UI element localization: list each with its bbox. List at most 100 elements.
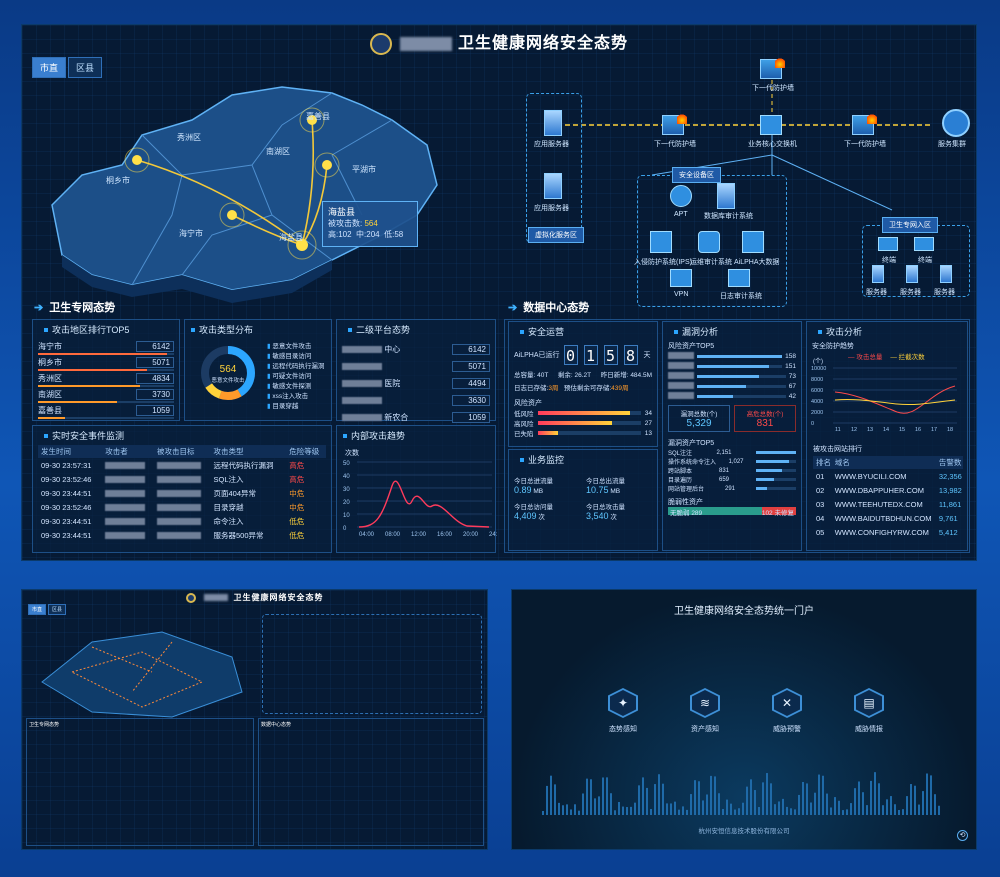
risk-row: 高风险 27 <box>514 418 652 429</box>
site-row[interactable]: 05 WWW.CONFIGHYRW.COM 5,412 <box>813 525 963 539</box>
event-attacker <box>102 500 154 514</box>
deco-bar <box>570 809 572 815</box>
panel-title: 内部攻击趋势 <box>337 426 495 445</box>
popup-city: 海盐县 <box>328 207 356 217</box>
top5-value: 67 <box>788 382 796 390</box>
event-time: 09-30 23:44:51 <box>41 516 92 526</box>
attack-stat: 今日总攻击量 3,540 次 <box>586 504 625 521</box>
security-zone-button[interactable]: 安全设备区 <box>672 167 721 183</box>
rank-value: 4834 <box>136 372 174 384</box>
portal-item-label[interactable]: 威胁预警 <box>773 726 801 733</box>
threat-intel-icon[interactable]: ▤ <box>854 688 884 718</box>
portal-screen: 卫生健康网络安全态势统一门户 ✦ 态势感知 ≋ 资产感知 ✕ 威胁预警 ▤ 威胁… <box>511 589 977 850</box>
ops-audit-label: 运维审计系统 <box>690 259 732 266</box>
trend-chart: 50 40 30 20 10 0 04:00 08:00 12:00 16:00 20:00 24:0… <box>343 461 497 538</box>
risk-bar <box>537 431 641 435</box>
x-tick: 12:00 <box>411 532 427 538</box>
table-row[interactable]: 09-30 23:44:51 服务器500异常 低危 <box>38 528 326 542</box>
event-target <box>154 500 211 514</box>
top5-name <box>668 392 694 400</box>
vt-bar <box>756 460 796 463</box>
site-row[interactable]: 01 WWW.BYUCILI.COM 32,356 <box>813 469 963 483</box>
popup-attacks: 被攻击数: 564 <box>328 219 378 228</box>
panel-title: 攻击类型分布 <box>185 320 331 339</box>
y-tick: 2000 <box>811 410 823 416</box>
deco-bar <box>702 800 704 815</box>
event-target <box>154 472 211 486</box>
y-tick: 4000 <box>811 399 823 405</box>
thumbnail-topology <box>262 614 482 714</box>
site-count: 32,356 <box>938 471 962 481</box>
event-target <box>154 528 211 542</box>
portal-item-label[interactable]: 威胁情报 <box>855 726 883 733</box>
deco-bar <box>654 784 656 815</box>
site-row[interactable]: 02 WWW.DBAPPUHER.COM 13,982 <box>813 483 963 497</box>
deco-bar <box>774 804 776 815</box>
event-time: 09-30 23:44:51 <box>41 488 92 498</box>
deco-bar <box>714 776 716 815</box>
rank-bar <box>38 385 174 387</box>
table-row[interactable]: 09-30 23:44:51 命令注入 低危 <box>38 514 326 528</box>
deco-bar <box>758 807 760 815</box>
rank-value: 6142 <box>136 340 174 352</box>
table-row[interactable]: 09-30 23:44:51 页面404异常 中危 <box>38 486 326 500</box>
platform-panel: 二级平台态势 中心 6142 5071 医院 4494 3630 新农合 1059 <box>336 319 496 424</box>
vt-row: 操作系统命令注入 1,027 <box>668 457 796 466</box>
x-tick: 11 <box>835 427 841 433</box>
storage-row: 总容量: 40T 剩余: 26.2T 昨日新增: 484.5M <box>514 372 652 379</box>
table-row[interactable]: 09-30 23:52:46 目录穿越 中危 <box>38 500 326 514</box>
event-target <box>154 486 211 500</box>
y-tick: 10 <box>343 513 350 519</box>
region-tabs: 市直 区县 <box>32 57 103 78</box>
private-zone-button[interactable]: 卫生专网入区 <box>882 217 938 233</box>
table-header: 被攻击目标 <box>154 445 211 458</box>
x-tick: 17 <box>931 427 937 433</box>
situation-awareness-icon[interactable]: ✦ <box>608 688 638 718</box>
virtual-zone-button[interactable]: 虚拟化服务区 <box>528 227 584 243</box>
portal-item-label[interactable]: 资产感知 <box>691 726 719 733</box>
y-tick: 20 <box>343 500 350 506</box>
deco-bar <box>594 798 596 815</box>
deco-bar <box>822 775 824 815</box>
site-rank: 02 <box>816 485 825 495</box>
site-domain: WWW.DBAPPUHER.COM <box>834 485 924 495</box>
x-tick: 13 <box>867 427 873 433</box>
table-row[interactable]: 09-30 23:52:46 SQL注入 高危 <box>38 472 326 486</box>
site-row[interactable]: 04 WWW.BAIDUTBDHUN.COM 9,761 <box>813 511 963 525</box>
city-label: 平湖市 <box>352 165 376 174</box>
deco-bar <box>810 802 812 815</box>
site-domain: WWW.TEEHUTEDX.COM <box>834 499 923 509</box>
thumbnail-3d-map <box>41 631 243 718</box>
inbound-stat: 今日总进流量 0.89 MB <box>514 478 553 495</box>
exit-icon[interactable]: ⟲ <box>957 830 968 841</box>
portal-item-label[interactable]: 态势感知 <box>609 726 637 733</box>
rank-name: 嘉善县 <box>38 405 62 415</box>
app-server-label: 应用服务器 <box>534 141 569 148</box>
threat-warning-icon[interactable]: ✕ <box>772 688 802 718</box>
terminal-label: 终端 <box>882 257 896 264</box>
site-rank-title: 被攻击网站排行 <box>813 446 862 453</box>
table-row[interactable]: 09-30 23:57:31 远程代码执行漏洞 高危 <box>38 458 326 472</box>
tab-city[interactable]: 市直 <box>28 604 47 615</box>
tab-county[interactable]: 区县 <box>48 604 67 615</box>
vt-name: 操作系统命令注入 <box>668 460 717 466</box>
deco-bar <box>878 783 880 815</box>
vt-row: SQL注注 2,151 <box>668 448 796 457</box>
tab-county[interactable]: 区县 <box>68 57 103 78</box>
deco-bar <box>794 809 796 815</box>
site-row[interactable]: 03 WWW.TEEHUTEDX.COM 11,861 <box>813 497 963 511</box>
deco-bar <box>782 798 784 815</box>
type-name: 远程代码执行漏洞 <box>272 363 325 370</box>
event-type: 远程代码执行漏洞 <box>213 460 274 470</box>
deco-bar <box>622 806 624 815</box>
deco-bar <box>766 773 768 815</box>
asset-awareness-icon[interactable]: ≋ <box>690 688 720 718</box>
risk-value: 27 <box>644 419 652 427</box>
deco-bar <box>558 802 560 815</box>
top5-name <box>668 372 694 380</box>
platform-list: 中心 6142 5071 医院 4494 3630 新农合 1059 <box>342 342 490 424</box>
rank-value: 3730 <box>136 388 174 400</box>
table-header: 攻击类型 <box>210 445 287 458</box>
tab-city[interactable]: 市直 <box>32 57 67 78</box>
server-icon <box>544 110 562 136</box>
